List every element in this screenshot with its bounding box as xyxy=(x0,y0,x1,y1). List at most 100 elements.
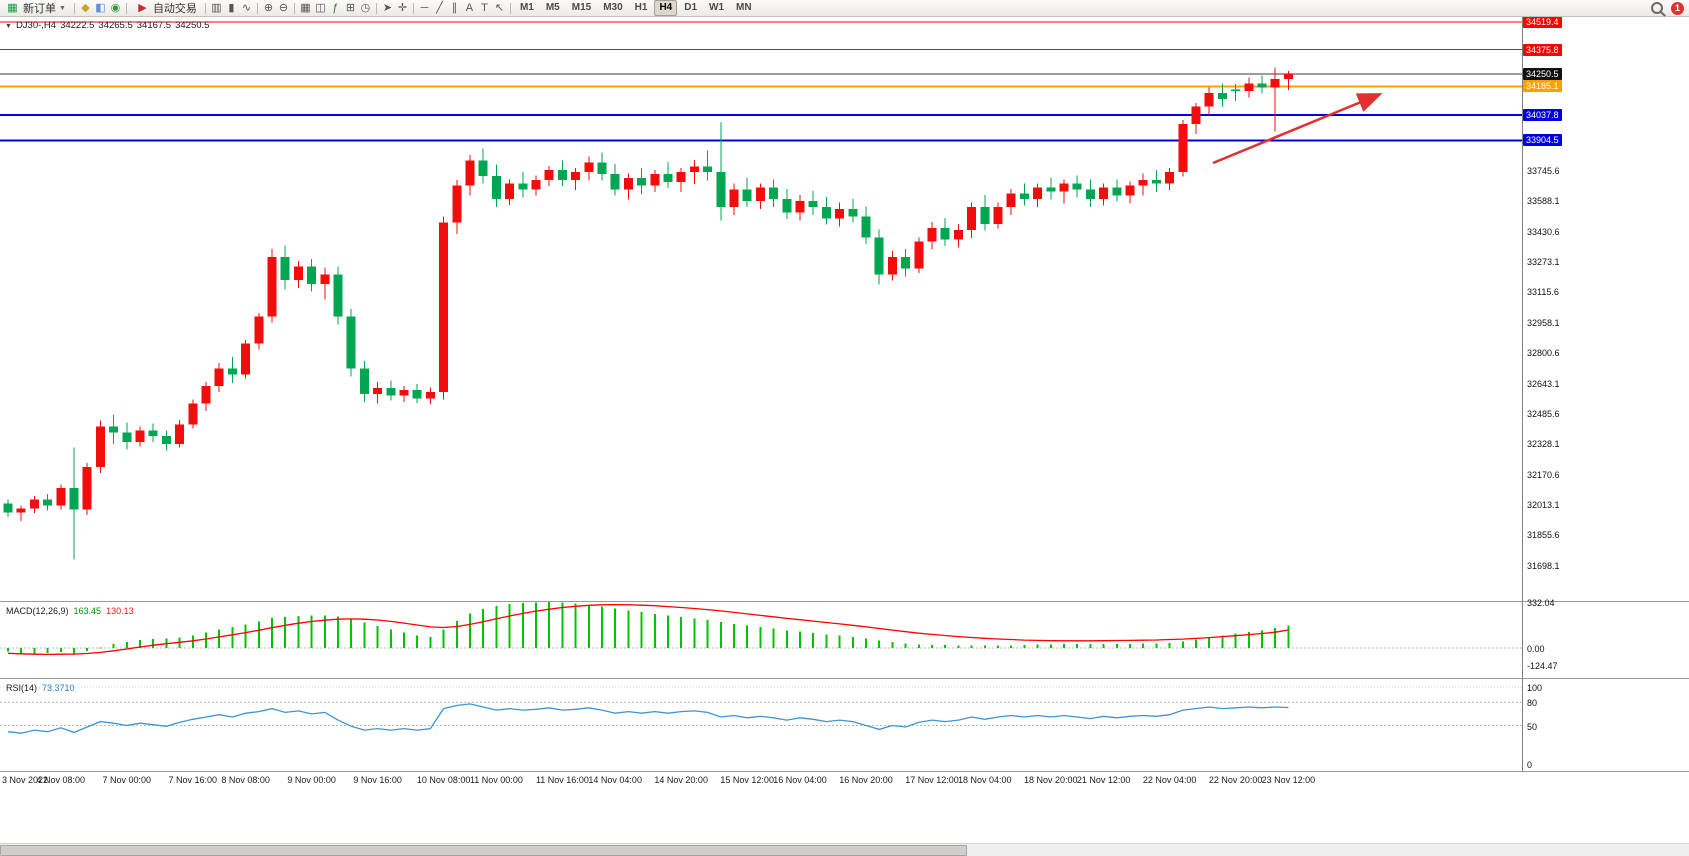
timeframe-button-H1[interactable]: H1 xyxy=(634,2,648,13)
autotrade-button[interactable]: ▶ 自动交易 xyxy=(130,0,202,16)
navigator-icon[interactable]: ◉ xyxy=(110,1,121,14)
cascade-windows-icon[interactable]: ◫ xyxy=(315,1,326,14)
candle-body xyxy=(1059,183,1069,192)
trendline-icon[interactable]: ╱ xyxy=(436,1,443,14)
rsi-axis-label: 100 xyxy=(1527,683,1543,693)
timeframe-button-H4[interactable]: H4 xyxy=(654,0,678,16)
arrow-tool-icon[interactable]: ↖ xyxy=(494,1,505,14)
candle-body xyxy=(1085,189,1095,200)
tile-windows-icon[interactable]: ▦ xyxy=(300,1,311,14)
timeframe-button-M5[interactable]: M5 xyxy=(545,2,560,13)
candle-body xyxy=(135,430,145,442)
rsi-panel[interactable] xyxy=(0,679,1522,771)
candle-body xyxy=(359,368,369,394)
candle-body xyxy=(56,488,66,506)
candle-body xyxy=(835,208,845,219)
price-level-label: 34037.8 xyxy=(1523,108,1562,121)
price-tick-label: 31698.1 xyxy=(1527,560,1560,571)
candle-body xyxy=(623,177,633,190)
time-axis-label: 7 Nov 00:00 xyxy=(102,775,152,785)
timeframe-button-M1[interactable]: M1 xyxy=(519,2,534,13)
candle-body xyxy=(1231,89,1241,92)
toolbar-separator xyxy=(204,2,206,14)
market-watch-icon[interactable]: ◆ xyxy=(81,1,90,14)
data-window-icon[interactable]: ◧ xyxy=(95,1,106,14)
ohlc-open: 34222.5 xyxy=(60,20,95,31)
candle-body xyxy=(491,176,501,200)
timeframe-button-M15[interactable]: M15 xyxy=(571,2,592,13)
time-axis-label: 3 Nov 2022 xyxy=(2,775,49,785)
candle-body xyxy=(293,266,303,281)
candle-body xyxy=(307,266,317,284)
bar-chart-icon[interactable]: ▥ xyxy=(211,1,222,14)
candle-body xyxy=(346,316,356,369)
candle-body xyxy=(452,185,462,223)
price-axis[interactable]: 33745.6 33588.1 33430.6 33273.1 33115.6 32958… xyxy=(1522,16,1689,794)
text-icon[interactable]: A xyxy=(465,1,474,14)
zoom-in-icon[interactable]: ⊕ xyxy=(263,1,274,14)
timeframe-button-MN[interactable]: MN xyxy=(736,2,752,13)
toolbar-separator xyxy=(375,2,377,14)
candle-body xyxy=(505,183,515,200)
candle-body xyxy=(16,508,26,513)
search-icon[interactable] xyxy=(1651,2,1663,14)
candle-body xyxy=(1112,187,1122,196)
add-indicator-icon[interactable]: ⊞ xyxy=(345,1,356,14)
window-menu-icon[interactable]: ▼ xyxy=(5,23,12,30)
notification-badge[interactable]: 1 xyxy=(1671,1,1684,15)
fibonacci-icon[interactable]: ∥ xyxy=(451,1,458,14)
rsi-title: RSI(14) 73.3710 xyxy=(6,683,80,693)
crosshair-icon[interactable]: ✛ xyxy=(397,1,408,14)
rsi-panel-splitter[interactable] xyxy=(0,678,1689,679)
scrollbar-thumb[interactable] xyxy=(0,845,967,856)
candle-body xyxy=(518,183,528,190)
candle-body xyxy=(465,160,475,186)
label-icon[interactable]: T xyxy=(481,1,488,14)
candlestick-chart[interactable] xyxy=(0,16,1522,601)
time-axis-label: 17 Nov 12:00 xyxy=(905,775,959,785)
zoom-out-icon[interactable]: ⊖ xyxy=(278,1,289,14)
macd-axis-label: 0.00 xyxy=(1527,644,1545,654)
price-tick-label: 32958.1 xyxy=(1527,317,1560,328)
time-axis-label: 22 Nov 04:00 xyxy=(1142,775,1197,785)
toolbar-icon-group-a: ◆ ◧ ◉ xyxy=(78,1,123,16)
candles xyxy=(3,67,1293,560)
candle-body xyxy=(478,160,488,177)
timeframe-button-D1[interactable]: D1 xyxy=(684,2,698,13)
candle-body xyxy=(729,189,739,207)
timeframe-button-W1[interactable]: W1 xyxy=(709,2,725,13)
line-chart-icon[interactable]: ∿ xyxy=(241,1,252,14)
price-axis-border xyxy=(1522,16,1523,772)
time-axis[interactable]: 3 Nov 2022 4 Nov 08:00 7 Nov 00:00 7 Nov 16… xyxy=(0,772,1522,792)
timeframe-toolbar: M1 M5 M15 M30 H1 H4 D1 W1 MN xyxy=(514,0,758,16)
timeframe-button-M30[interactable]: M30 xyxy=(603,2,623,13)
candle-body xyxy=(161,436,171,444)
price-tick-label: 32485.6 xyxy=(1527,408,1560,419)
period-icon[interactable]: ◷ xyxy=(360,1,371,14)
candle-body xyxy=(967,206,977,230)
candle-body xyxy=(148,430,158,437)
macd-axis-label: -124.47 xyxy=(1527,661,1558,672)
horizontal-scrollbar[interactable] xyxy=(0,843,1689,856)
candle-body xyxy=(914,241,924,269)
candle-body xyxy=(571,172,581,180)
chevron-down-icon: ▼ xyxy=(59,4,66,12)
candlestick-icon[interactable]: ▮ xyxy=(228,1,235,14)
new-order-button[interactable]: ▦ 新订单 ▼ xyxy=(0,0,71,16)
candle-body xyxy=(43,499,53,506)
candle-body xyxy=(386,387,396,396)
toolbar-separator xyxy=(256,2,258,14)
candle-body xyxy=(267,256,277,317)
horizontal-line-icon[interactable]: ─ xyxy=(420,1,429,14)
new-order-icon: ▦ xyxy=(7,1,18,14)
macd-label: MACD(12,26,9) xyxy=(6,606,69,616)
price-tick-label: 33430.6 xyxy=(1527,226,1560,237)
macd-panel-splitter[interactable] xyxy=(0,601,1689,602)
rsi-value: 73.3710 xyxy=(42,683,75,693)
indicators-icon[interactable]: ƒ xyxy=(332,1,339,14)
cursor-icon[interactable]: ➤ xyxy=(382,1,393,14)
candle-body xyxy=(887,256,897,275)
macd-panel[interactable] xyxy=(0,602,1522,678)
candle-body xyxy=(808,201,818,207)
macd-histogram xyxy=(7,602,1290,654)
